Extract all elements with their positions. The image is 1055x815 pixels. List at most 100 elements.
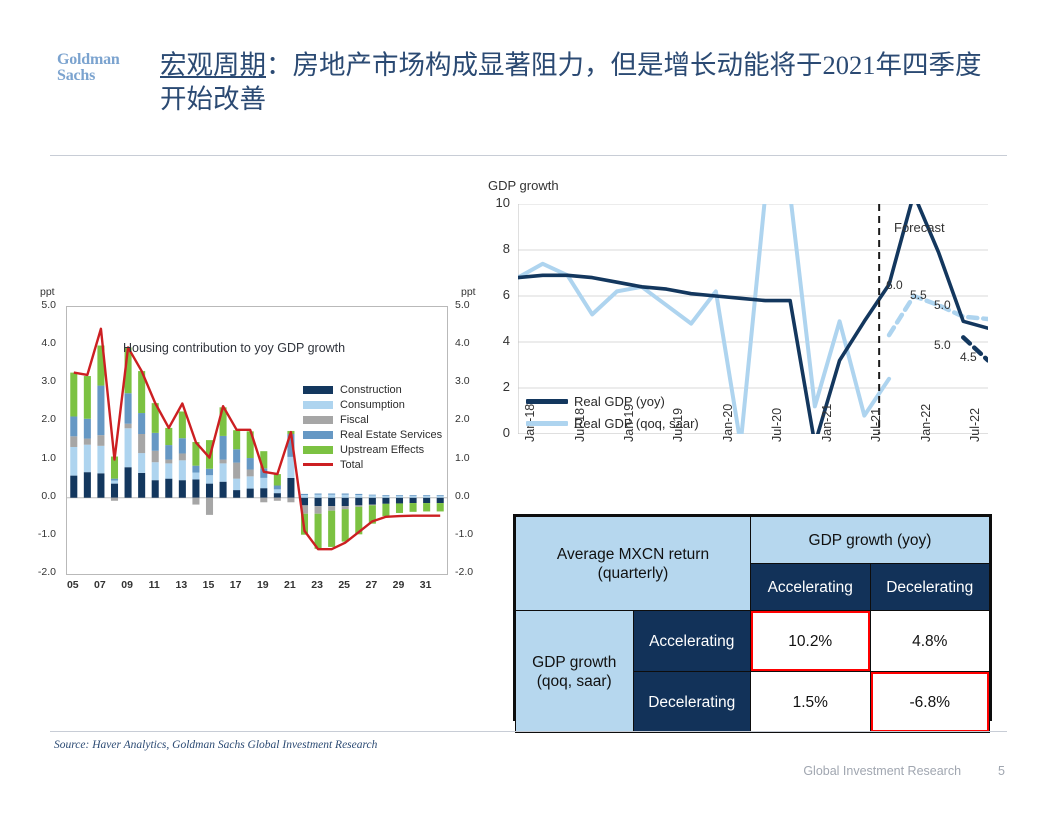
housing-x-label: 29 [392, 579, 405, 591]
housing-legend: Construction Consumption Fiscal Real Estate… [303, 382, 442, 472]
page-title: 宏观周期：房地产市场构成显著阻力，但是增长动能将于2021年四季度开始改善 [160, 48, 990, 116]
housing-y-label-right: 0.0 [455, 489, 470, 502]
housing-y-label-right: -2.0 [455, 566, 474, 578]
housing-y-label: 0.0 [41, 489, 56, 502]
gdp-y-label: 2 [502, 379, 510, 394]
legend-item: Total [303, 457, 442, 472]
table-row-header-accelerating: Accelerating [632, 610, 751, 672]
housing-y-label-right: 4.0 [455, 337, 470, 350]
housing-y-label: -2.0 [37, 566, 56, 578]
housing-y-label-right: 5.0 [455, 299, 470, 311]
gdp-data-label: 5.5 [910, 288, 927, 302]
housing-x-label: 19 [256, 579, 269, 591]
table-cell-dec-acc: 1.5% [750, 671, 871, 733]
gdp-y-label: 8 [502, 241, 510, 256]
gdp-data-label: 6.0 [886, 278, 903, 292]
footer-division-label: Global Investment Research [803, 764, 962, 778]
gdp-y-label: 0 [502, 425, 510, 440]
footer-right: Global Investment Research 5 [803, 764, 1005, 778]
header-divider [50, 155, 1007, 156]
gdp-data-label: 5.0 [934, 338, 951, 352]
legend-item: Real GDP (yoy) [526, 390, 699, 412]
legend-item: Upstream Effects [303, 442, 442, 457]
table-row-accelerating: GDP growth (qoq, saar) Accelerating 10.2… [515, 610, 990, 733]
legend-line-icon [526, 420, 568, 426]
housing-y-label-right: 1.0 [455, 451, 470, 464]
goldman-sachs-logo: Goldman Sachs [57, 52, 157, 83]
gdp-plot-area [517, 203, 988, 438]
legend-item: Real GDP (qoq, saar) [526, 412, 699, 434]
housing-x-label: 23 [311, 579, 323, 591]
row-group-label-line2: (qoq, saar) [536, 672, 612, 690]
mxcn-return-table: Average MXCN return (quarterly) GDP grow… [513, 514, 992, 733]
housing-x-label: 31 [419, 579, 432, 591]
return-table: Average MXCN return (quarterly) GDP grow… [515, 516, 990, 733]
housing-y-label-right: 2.0 [455, 413, 470, 426]
page-title-rest: ：房地产市场构成显著阻力，但是增长动能将于2021年四季度开始改善 [160, 50, 982, 114]
table-col-header-decelerating: Decelerating [869, 563, 990, 611]
gdp-x-label: Jul-20 [770, 407, 785, 442]
housing-x-label: 13 [175, 579, 188, 591]
housing-y-label: 1.0 [41, 451, 56, 464]
legend-item: Consumption [303, 397, 442, 412]
gdp-legend: Real GDP (yoy) Real GDP (qoq, saar) [526, 390, 699, 434]
gdp-data-label: 4.5 [960, 350, 977, 364]
gdp-x-label: Jan-22 [918, 403, 933, 442]
gdp-x-label: Jan-21 [819, 403, 834, 442]
legend-label: Upstream Effects [340, 443, 425, 456]
corner-label-line1: Average MXCN return [556, 545, 710, 563]
corner-label-line2: (quarterly) [597, 564, 669, 582]
gdp-x-label: Jan-20 [720, 403, 735, 442]
housing-plot-area [66, 306, 448, 575]
gdp-y-label: 6 [502, 287, 510, 302]
gdp-x-label: Jul-22 [968, 407, 983, 442]
legend-swatch-icon [303, 430, 333, 439]
legend-label: Consumption [340, 398, 405, 411]
gdp-y-label: 4 [502, 333, 510, 348]
footer-divider [50, 731, 1007, 732]
housing-contribution-chart: ppt ppt 5.0 5.0 4.0 4.0 3.0 3.0 2.0 2.0 1.0 1.0 0.… [18, 286, 476, 616]
row-group-label-line1: GDP growth [532, 653, 617, 671]
housing-chart-title: Housing contribution to yoy GDP growth [123, 341, 346, 355]
gdp-x-label: Jul-21 [869, 407, 884, 442]
housing-x-label: 09 [121, 579, 133, 591]
gdp-data-label: 5.0 [934, 298, 951, 312]
right-axis-unit: ppt [461, 286, 476, 298]
source-note: Source: Haver Analytics, Goldman Sachs G… [54, 739, 378, 751]
legend-label: Fiscal [340, 413, 369, 426]
page-title-highlight: 宏观周期 [160, 50, 266, 80]
table-row-header-group: Average MXCN return (quarterly) GDP grow… [515, 516, 990, 611]
housing-x-label: 21 [284, 579, 296, 591]
legend-swatch-icon [303, 400, 333, 409]
legend-label: Real Estate Services [340, 428, 443, 441]
housing-x-label: 15 [202, 579, 215, 591]
table-col-group-header: GDP growth (yoy) [750, 516, 990, 564]
left-axis-unit: ppt [40, 286, 55, 298]
forecast-annotation: Forecast [894, 220, 945, 235]
table-row-decelerating: Decelerating 1.5% -6.8% [516, 671, 990, 733]
housing-y-label: 3.0 [41, 375, 56, 388]
logo-line-2: Sachs [57, 66, 96, 84]
legend-item: Real Estate Services [303, 427, 442, 442]
housing-y-label: 4.0 [41, 337, 56, 350]
housing-x-label: 07 [94, 579, 106, 591]
table-row-header-decelerating: Decelerating [632, 671, 751, 733]
housing-y-label-right: -1.0 [455, 527, 474, 540]
table-cell-acc-acc: 10.2% [750, 610, 871, 672]
legend-item: Fiscal [303, 412, 442, 427]
legend-swatch-icon [303, 445, 333, 454]
housing-y-label: 2.0 [41, 413, 56, 426]
legend-line-icon [303, 463, 333, 466]
table-corner-label: Average MXCN return (quarterly) [515, 516, 751, 611]
housing-y-label: -1.0 [37, 527, 56, 540]
housing-x-label: 17 [229, 579, 242, 591]
table-col-header-accelerating: Accelerating [750, 563, 871, 611]
table-cell-dec-dec: -6.8% [869, 671, 990, 733]
housing-y-label: 5.0 [41, 299, 56, 311]
table-cell-acc-dec: 4.8% [869, 610, 990, 672]
gdp-chart-title: GDP growth [488, 178, 559, 193]
page-number: 5 [998, 764, 1005, 778]
housing-plot-svg [67, 327, 447, 551]
